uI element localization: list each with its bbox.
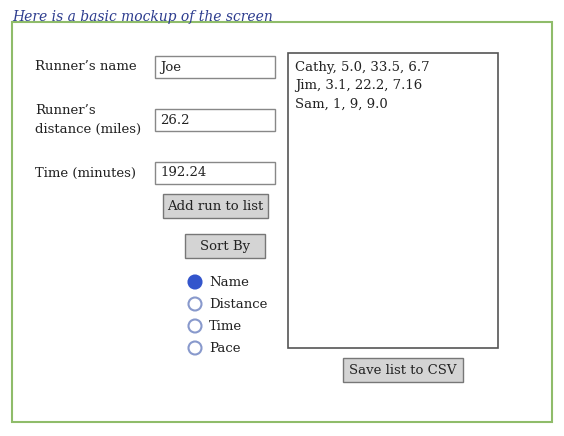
Circle shape — [188, 297, 201, 310]
Text: Cathy, 5.0, 33.5, 6.7: Cathy, 5.0, 33.5, 6.7 — [295, 61, 430, 75]
Circle shape — [188, 341, 201, 354]
Text: Jim, 3.1, 22.2, 7.16: Jim, 3.1, 22.2, 7.16 — [295, 79, 422, 92]
FancyBboxPatch shape — [155, 162, 275, 184]
Text: Pace: Pace — [209, 341, 240, 354]
FancyBboxPatch shape — [155, 56, 275, 78]
Text: Sam, 1, 9, 9.0: Sam, 1, 9, 9.0 — [295, 98, 388, 110]
Text: Joe: Joe — [160, 61, 181, 74]
FancyBboxPatch shape — [185, 234, 265, 258]
Text: 192.24: 192.24 — [160, 167, 206, 180]
Text: Add run to list: Add run to list — [167, 200, 263, 212]
FancyBboxPatch shape — [162, 194, 267, 218]
Text: Name: Name — [209, 276, 249, 289]
Text: Here is a basic mockup of the screen: Here is a basic mockup of the screen — [12, 10, 273, 24]
FancyBboxPatch shape — [343, 358, 463, 382]
Text: Time (minutes): Time (minutes) — [35, 167, 136, 180]
Text: Distance: Distance — [209, 297, 267, 310]
Text: Runner’s
distance (miles): Runner’s distance (miles) — [35, 105, 141, 136]
Circle shape — [188, 276, 201, 289]
Text: 26.2: 26.2 — [160, 113, 190, 126]
FancyBboxPatch shape — [288, 53, 498, 348]
FancyBboxPatch shape — [12, 22, 552, 422]
Text: Save list to CSV: Save list to CSV — [349, 364, 457, 377]
Circle shape — [188, 320, 201, 333]
Text: Runner’s name: Runner’s name — [35, 61, 136, 74]
Text: Time: Time — [209, 320, 242, 333]
FancyBboxPatch shape — [155, 109, 275, 131]
Text: Sort By: Sort By — [200, 239, 250, 252]
